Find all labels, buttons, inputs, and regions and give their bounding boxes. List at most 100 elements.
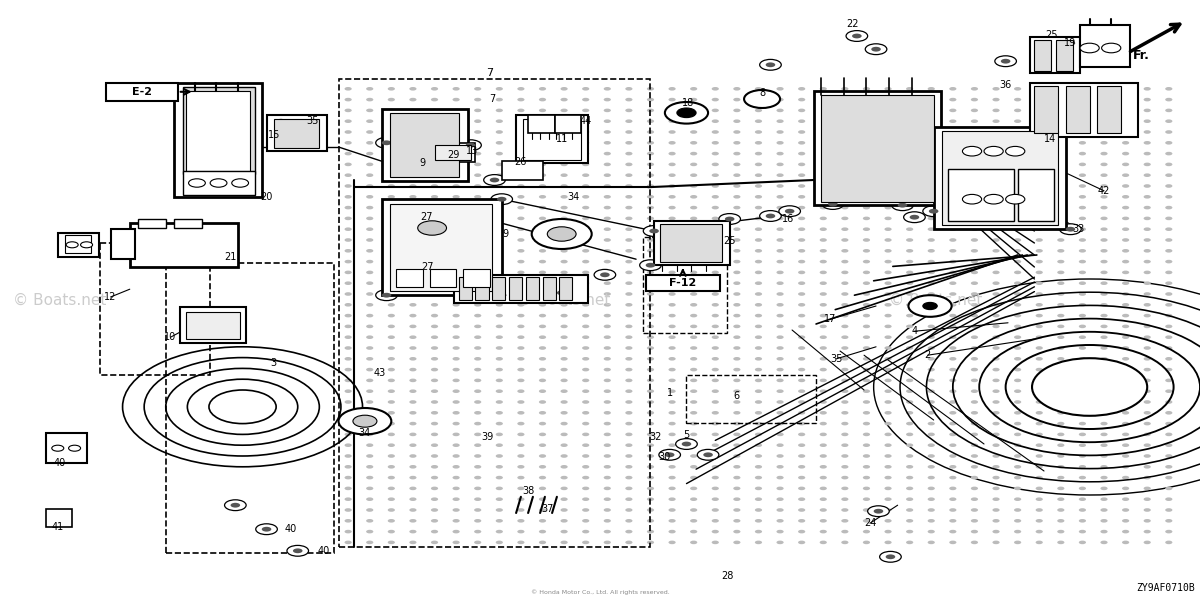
Text: 32: 32 <box>649 432 661 442</box>
Circle shape <box>594 269 616 280</box>
Circle shape <box>604 281 611 285</box>
Circle shape <box>733 357 740 361</box>
Circle shape <box>452 454 460 458</box>
Circle shape <box>582 530 589 533</box>
Circle shape <box>560 379 568 382</box>
Circle shape <box>388 465 395 469</box>
Circle shape <box>841 422 848 425</box>
Circle shape <box>733 238 740 242</box>
Circle shape <box>733 346 740 350</box>
Circle shape <box>539 368 546 371</box>
Circle shape <box>712 271 719 274</box>
Circle shape <box>344 303 352 307</box>
Circle shape <box>344 433 352 436</box>
Circle shape <box>755 173 762 177</box>
Circle shape <box>1036 217 1043 220</box>
Circle shape <box>949 271 956 274</box>
Circle shape <box>992 497 1000 501</box>
Circle shape <box>1100 465 1108 469</box>
Circle shape <box>517 173 524 177</box>
Circle shape <box>841 487 848 490</box>
Circle shape <box>496 173 503 177</box>
Circle shape <box>1036 184 1043 188</box>
Circle shape <box>712 98 719 101</box>
Circle shape <box>474 260 481 263</box>
Circle shape <box>539 519 546 523</box>
Circle shape <box>755 195 762 199</box>
Circle shape <box>582 519 589 523</box>
Text: 9: 9 <box>503 229 509 239</box>
Circle shape <box>431 184 438 188</box>
Bar <box>509 277 522 300</box>
Circle shape <box>1165 249 1172 253</box>
Circle shape <box>452 109 460 112</box>
Circle shape <box>431 141 438 145</box>
Circle shape <box>755 368 762 371</box>
Circle shape <box>409 476 416 479</box>
Circle shape <box>776 411 784 415</box>
Circle shape <box>776 271 784 274</box>
Circle shape <box>539 109 546 112</box>
Circle shape <box>712 303 719 307</box>
Circle shape <box>366 379 373 382</box>
Circle shape <box>1014 260 1021 263</box>
Circle shape <box>906 217 913 220</box>
Circle shape <box>409 130 416 134</box>
Bar <box>382 109 468 181</box>
Circle shape <box>474 184 481 188</box>
Circle shape <box>928 271 935 274</box>
Circle shape <box>1165 130 1172 134</box>
Circle shape <box>366 400 373 404</box>
Circle shape <box>1144 530 1151 533</box>
Circle shape <box>668 400 676 404</box>
Circle shape <box>841 87 848 91</box>
Circle shape <box>1100 389 1108 393</box>
Circle shape <box>1014 389 1021 393</box>
Circle shape <box>1165 173 1172 177</box>
Circle shape <box>646 263 655 268</box>
Circle shape <box>874 509 883 514</box>
Circle shape <box>647 217 654 220</box>
Circle shape <box>1122 357 1129 361</box>
Circle shape <box>884 195 892 199</box>
Circle shape <box>776 227 784 231</box>
Circle shape <box>949 130 956 134</box>
Text: 25: 25 <box>1045 30 1057 40</box>
Circle shape <box>776 217 784 220</box>
Circle shape <box>798 109 805 112</box>
Circle shape <box>971 519 978 523</box>
Circle shape <box>388 217 395 220</box>
Circle shape <box>971 206 978 209</box>
Circle shape <box>647 173 654 177</box>
Circle shape <box>604 152 611 155</box>
Circle shape <box>992 206 1000 209</box>
Circle shape <box>712 357 719 361</box>
Circle shape <box>431 357 438 361</box>
Circle shape <box>647 98 654 101</box>
Circle shape <box>1057 487 1064 490</box>
Circle shape <box>625 389 632 393</box>
Circle shape <box>755 465 762 469</box>
Circle shape <box>1036 411 1043 415</box>
Circle shape <box>560 130 568 134</box>
Circle shape <box>647 119 654 123</box>
Circle shape <box>431 400 438 404</box>
Circle shape <box>539 497 546 501</box>
Circle shape <box>884 109 892 112</box>
Circle shape <box>733 454 740 458</box>
Circle shape <box>431 454 438 458</box>
Circle shape <box>388 422 395 425</box>
Circle shape <box>496 476 503 479</box>
Circle shape <box>517 508 524 512</box>
Circle shape <box>1057 130 1064 134</box>
Circle shape <box>1079 281 1086 285</box>
Circle shape <box>755 411 762 415</box>
Circle shape <box>625 411 632 415</box>
Circle shape <box>1122 206 1129 209</box>
Circle shape <box>582 292 589 296</box>
Circle shape <box>604 541 611 544</box>
Circle shape <box>690 541 697 544</box>
Circle shape <box>366 184 373 188</box>
Circle shape <box>776 497 784 501</box>
Circle shape <box>928 184 935 188</box>
